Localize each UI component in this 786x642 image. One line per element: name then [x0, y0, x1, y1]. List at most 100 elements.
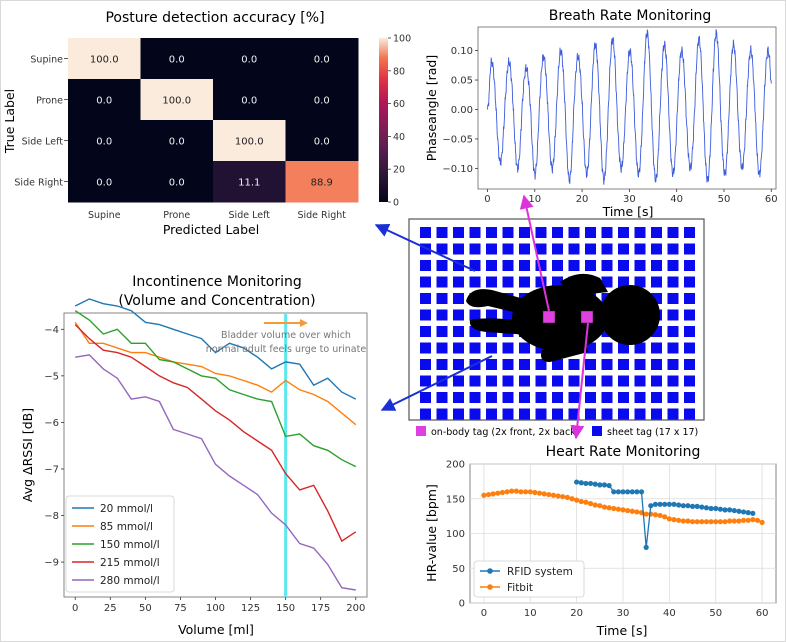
data-point	[676, 517, 682, 523]
data-point	[750, 517, 756, 523]
sheet-tag	[436, 260, 448, 271]
data-point	[587, 501, 594, 507]
sheet-tag	[568, 359, 580, 370]
sheet-tag	[502, 276, 514, 288]
sheet-tag	[552, 392, 563, 403]
data-point	[731, 518, 737, 524]
data-point	[532, 489, 538, 496]
data-point	[578, 498, 584, 505]
x-tick-label: Side Left	[229, 210, 271, 221]
sheet-tag	[585, 243, 596, 255]
legend-label: RFID system	[507, 566, 573, 578]
sheet-tag	[436, 359, 448, 370]
heatmap-cell	[140, 38, 214, 80]
sheet-tag	[519, 276, 530, 288]
sheet-tag	[618, 243, 629, 255]
y-tick-label: Supine	[30, 55, 63, 66]
data-point	[615, 489, 621, 495]
data-point	[666, 501, 672, 507]
sheet-tag	[469, 326, 481, 337]
data-point	[717, 506, 723, 512]
data-point	[676, 502, 682, 508]
arrow-to-breath	[519, 194, 550, 312]
sheet-tag	[436, 276, 448, 288]
data-point	[546, 491, 552, 498]
breath-xlabel: Time [s]	[602, 204, 654, 219]
colorbar-tick-label: 20	[393, 165, 405, 176]
y-tick-label: −0.05	[442, 134, 473, 145]
data-point	[481, 492, 487, 498]
sheet-tag	[684, 359, 695, 370]
sheet-tag	[436, 326, 448, 337]
sheet-tag	[601, 408, 613, 420]
sheet-tag	[469, 260, 481, 271]
sheet-tag	[420, 227, 431, 238]
incontinence-ylabel: Avg ΔRSSI [dB]	[20, 408, 35, 502]
incontinence-title-line2: (Volume and Concentration)	[118, 293, 315, 309]
sheet-tag	[436, 243, 448, 255]
heatmap-cell	[140, 79, 214, 121]
heatmap-cell-label: 0.0	[169, 178, 185, 189]
sheet-tag	[535, 392, 547, 403]
sheet-tag	[535, 227, 547, 238]
sheet-tag	[469, 392, 481, 403]
data-point	[750, 510, 756, 516]
sheet-tag	[420, 342, 431, 354]
sheet-tag	[453, 375, 464, 387]
sheet-tag	[585, 342, 596, 354]
x-tick-label: Side Right	[297, 210, 346, 221]
sheet-tag	[618, 392, 629, 403]
x-tick-label: 50	[709, 608, 722, 619]
x-tick-label: 40	[663, 608, 676, 619]
heatmap-cell-label: 0.0	[169, 55, 185, 66]
sheet-tag	[667, 342, 679, 354]
sheet-tag	[601, 359, 613, 370]
y-tick-label: −6	[44, 418, 59, 429]
legend-label: 150 mmol/l	[100, 539, 160, 551]
data-point	[680, 503, 686, 509]
heart-legend: RFID system Fitbit	[473, 560, 585, 598]
data-point	[499, 489, 506, 496]
sheet-tag	[684, 227, 695, 238]
arrow-to-heart	[570, 322, 589, 440]
sheet-tag	[634, 227, 646, 238]
data-point	[629, 489, 635, 495]
data-point	[560, 494, 566, 500]
sheet-tag	[486, 408, 497, 420]
legend-box	[473, 560, 585, 598]
incontinence-title-line1: Incontinence Monitoring	[132, 274, 302, 290]
heatmap-cell-label: 88.9	[311, 178, 333, 189]
data-point	[485, 491, 492, 498]
data-point	[504, 489, 510, 495]
legend-label: 280 mmol/l	[100, 575, 160, 587]
sheet-tag	[552, 408, 563, 420]
incontinence-xlabel: Volume [ml]	[178, 622, 254, 637]
legend-box	[65, 495, 175, 593]
sheet-tag	[667, 326, 679, 337]
legend-marker	[487, 568, 493, 574]
breath-axes	[477, 26, 777, 190]
y-tick-label: Prone	[36, 96, 63, 107]
incontinence-panel: Incontinence Monitoring (Volume and Conc…	[20, 274, 368, 637]
x-tick-label: 200	[346, 603, 365, 614]
sheet-tag	[552, 359, 563, 370]
legend-body-label: on-body tag (2x front, 2x back)	[431, 427, 579, 438]
sheet-tag	[486, 342, 497, 354]
sheet-tag	[535, 408, 547, 420]
heatmap-cell-label: 0.0	[169, 137, 185, 148]
sheet-tag	[469, 342, 481, 354]
y-tick-label: −4	[44, 325, 59, 336]
sheet-tag	[684, 260, 695, 271]
sheet-tag	[552, 276, 563, 288]
data-point	[592, 502, 598, 508]
sheet-tag	[667, 227, 679, 238]
sheet-tag	[618, 375, 629, 387]
heatmap-cell-label: 11.1	[238, 178, 260, 189]
sheet-tag	[651, 359, 662, 370]
sheet-tag	[585, 359, 596, 370]
sheet-tag	[420, 326, 431, 337]
y-tick-label: 50	[452, 564, 465, 575]
sheet-tag	[568, 260, 580, 271]
sheet-tag	[601, 392, 613, 403]
x-tick-label: 30	[617, 608, 630, 619]
